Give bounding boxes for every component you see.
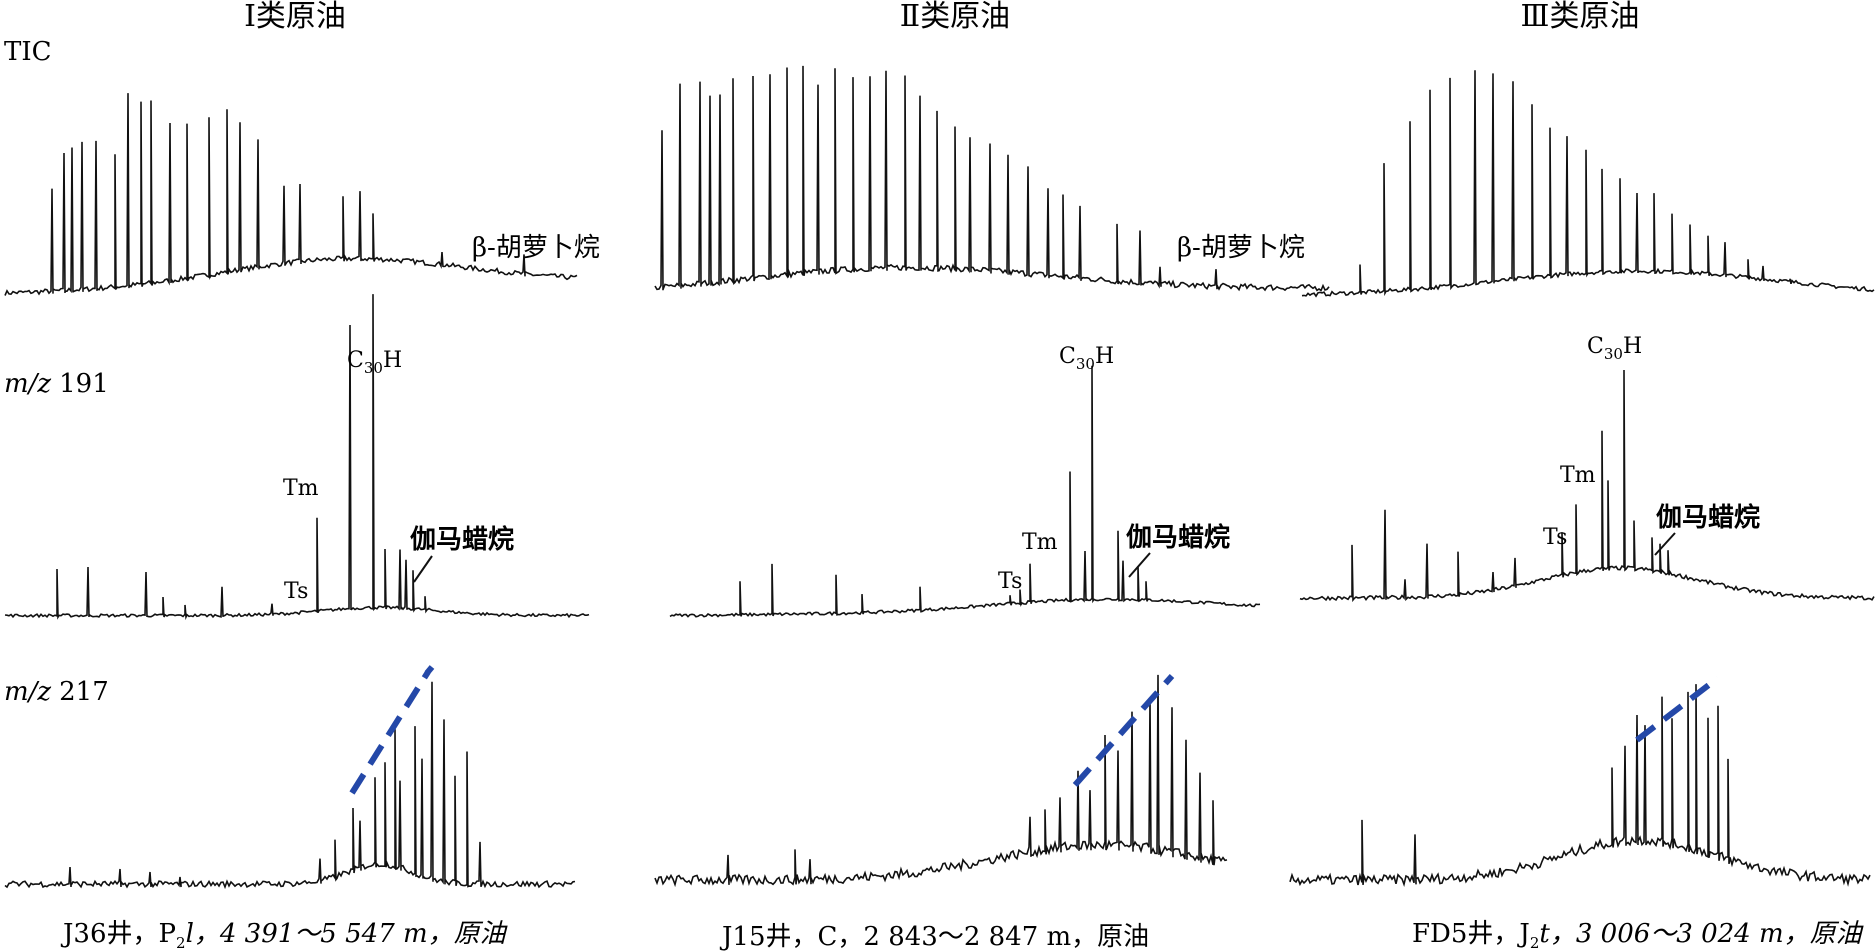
tm-label-col3: Tm bbox=[1560, 463, 1596, 488]
sterane-dash-col2 bbox=[1072, 674, 1175, 787]
mz191-number: 191 bbox=[59, 369, 109, 399]
gammacerane-pointer-col1 bbox=[413, 555, 433, 583]
c30h-label-col3: C30H bbox=[1587, 334, 1642, 363]
sterane-dash-col1 bbox=[349, 670, 431, 795]
mz191-trace-col3 bbox=[1299, 369, 1875, 603]
c30h-h: H bbox=[383, 348, 402, 373]
c30h-label-col2: C30H bbox=[1059, 344, 1114, 373]
c30h-h: H bbox=[1095, 344, 1114, 369]
tm-label-col1: Tm bbox=[283, 476, 319, 501]
ts-label-col3: Ts bbox=[1543, 525, 1567, 550]
mz217-number: 217 bbox=[59, 677, 109, 707]
caption-col2: J15井，C，2 843～2 847 m，原油 bbox=[719, 922, 1149, 952]
gammacerane-pointer-col3 bbox=[1654, 532, 1676, 556]
tic-trace-col1 bbox=[4, 93, 578, 296]
ts-label-col1: Ts bbox=[284, 579, 308, 604]
beta-carotane-label-col1: β-胡萝卜烷 bbox=[472, 233, 600, 263]
row-label-mz217: m/z 217 bbox=[4, 677, 109, 707]
mz217-trace-col2 bbox=[654, 674, 1228, 888]
row-label-mz191: m/z 191 bbox=[4, 369, 109, 399]
sterane-dash-col3 bbox=[1635, 675, 1720, 743]
caption-col3-a: FD5井，J bbox=[1412, 919, 1530, 949]
caption-col1-b: l，4 391～5 547 m，原油 bbox=[186, 919, 509, 949]
sterane-dash-col1-tip bbox=[424, 665, 435, 675]
caption-col3: FD5井，J2t，3 006～3 024 m，原油 bbox=[1412, 919, 1865, 952]
tm-label-col2: Tm bbox=[1022, 530, 1058, 555]
gammacerane-label-col2: 伽马蜡烷 bbox=[1126, 522, 1230, 553]
caption-col3-sub: 2 bbox=[1530, 934, 1540, 952]
c30h-c: C bbox=[1587, 334, 1604, 359]
sterane-trend-dashes bbox=[349, 665, 1720, 795]
mz217-trace-col3 bbox=[1289, 684, 1871, 888]
mz191-trace-col1 bbox=[4, 294, 590, 621]
gammacerane-label-col3: 伽马蜡烷 bbox=[1656, 502, 1760, 533]
mz217-trace-col1 bbox=[4, 681, 576, 890]
col2-title: Ⅱ类原油 bbox=[900, 0, 1010, 34]
caption-col1-sub: 2 bbox=[176, 934, 186, 952]
caption-col1-a: J36井，P bbox=[60, 919, 176, 949]
col3-title: Ⅲ类原油 bbox=[1521, 0, 1640, 34]
mz191-trace-col2 bbox=[669, 365, 1261, 618]
mz191-prefix: m/z bbox=[4, 369, 51, 399]
tic-trace-col2 bbox=[654, 65, 1330, 292]
c30h-sub: 30 bbox=[364, 359, 383, 377]
c30h-label-col1: C30H bbox=[347, 348, 402, 377]
tic-trace-col3 bbox=[1301, 70, 1875, 298]
ts-label-col2: Ts bbox=[998, 569, 1022, 594]
caption-col3-b: t，3 006～3 024 m，原油 bbox=[1539, 919, 1864, 949]
c30h-c: C bbox=[1059, 344, 1076, 369]
gammacerane-pointer-col2 bbox=[1128, 552, 1151, 578]
c30h-h: H bbox=[1623, 334, 1642, 359]
c30h-sub: 30 bbox=[1076, 355, 1095, 373]
c30h-c: C bbox=[347, 348, 364, 373]
chromatogram-traces bbox=[4, 65, 1875, 890]
caption-col1: J36井，P2l，4 391～5 547 m，原油 bbox=[60, 919, 509, 952]
mz217-prefix: m/z bbox=[4, 677, 51, 707]
row-label-tic: TIC bbox=[4, 37, 52, 67]
beta-carotane-label-col2: β-胡萝卜烷 bbox=[1177, 233, 1305, 263]
col1-title: Ⅰ类原油 bbox=[244, 0, 346, 34]
c30h-sub: 30 bbox=[1604, 345, 1623, 363]
gammacerane-label-col1: 伽马蜡烷 bbox=[410, 524, 514, 555]
